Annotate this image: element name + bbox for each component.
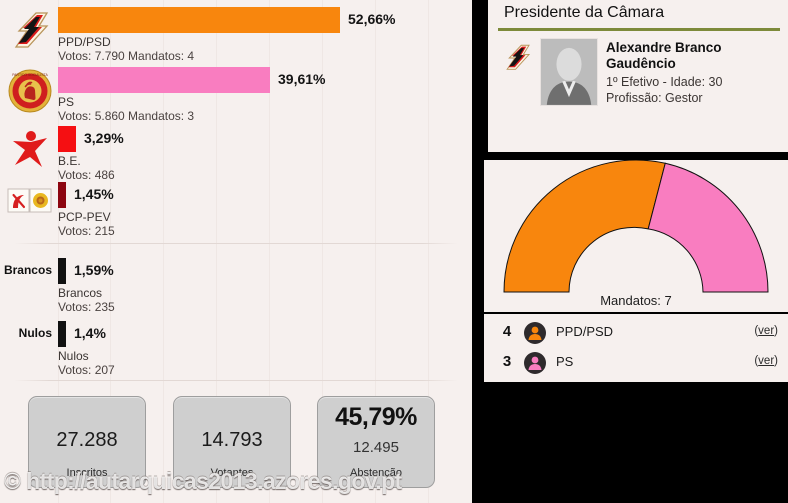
- section-divider: [14, 243, 458, 244]
- bar-label-pcppev: PCP-PEV Votos: 215: [58, 210, 115, 238]
- gridline: [322, 0, 323, 503]
- candidate-placeholder-photo: [540, 38, 598, 106]
- gridline: [216, 0, 217, 503]
- seats-list-panel: 4 PPD/PSD (ver) 3: [484, 314, 788, 382]
- mandates-gauge-chart: [503, 159, 769, 293]
- side-label-brancos: Brancos: [3, 263, 52, 277]
- be-star-logo: [6, 126, 54, 174]
- gridline: [58, 0, 59, 503]
- seat-party-ps: PS: [556, 354, 574, 369]
- bar-fill-brancos: [58, 258, 66, 284]
- ps-fist-logo: PARTIDO SOCIALISTA: [6, 67, 54, 115]
- bar-fill-ppdpsd: [58, 7, 340, 33]
- president-panel: Presidente da Câmara Alexandre Bra: [488, 0, 788, 152]
- candidate-info: Alexandre Branco Gaudêncio 1º Efetivo - …: [606, 40, 776, 106]
- seat-count-ps: 3: [502, 353, 512, 370]
- gridline: [163, 0, 164, 503]
- bar-percent-ps: 39,61%: [278, 71, 326, 87]
- party-detail-pcppev: Votos: 215: [58, 224, 115, 238]
- stat-box-inscritos[interactable]: 27.288 Inscritos: [28, 396, 146, 488]
- bar-label-be: B.E. Votos: 486: [58, 154, 115, 182]
- bar-fill-pcppev: [58, 182, 66, 208]
- ppdpsd-arrow-logo: [6, 7, 54, 55]
- gridline: [428, 0, 429, 503]
- stats-divider: [14, 380, 458, 381]
- person-icon: [524, 322, 546, 344]
- party-name-pcppev: PCP-PEV: [58, 210, 111, 224]
- label-name-brancos: Brancos: [58, 286, 103, 300]
- gridline: [110, 0, 111, 503]
- bar-label-ps: PS Votos: 5.860 Mandatos: 3: [58, 95, 194, 123]
- party-detail-ppdpsd: Votos: 7.790 Mandatos: 4: [58, 49, 195, 63]
- results-chart-panel: 52,66% PPD/PSD Votos: 7.790 Mandatos: 4 …: [0, 0, 472, 503]
- seat-row-ps[interactable]: 3 PS (ver): [484, 348, 788, 378]
- bar-percent-brancos: 1,59%: [74, 262, 114, 278]
- candidate-name: Alexandre Branco Gaudêncio: [606, 40, 722, 71]
- bar-percent-ppdpsd: 52,66%: [348, 11, 396, 27]
- stat-box-abstencao[interactable]: 45,79% 12.495 Abstenção: [317, 396, 435, 488]
- ppdpsd-arrow-logo: [500, 40, 534, 76]
- seat-party-ppdpsd: PPD/PSD: [556, 324, 614, 339]
- candidate-profession: Profissão: Gestor: [606, 91, 703, 105]
- stat-caption-votantes: Votantes: [210, 467, 254, 479]
- bar-fill-nulos: [58, 321, 66, 347]
- seat-row-ppdpsd[interactable]: 4 PPD/PSD (ver): [484, 318, 788, 348]
- mandates-gauge-panel: Mandatos: 7: [484, 159, 788, 312]
- stat-caption-inscritos: Inscritos: [66, 467, 108, 479]
- stat-value-abstencao: 12.495: [353, 439, 399, 456]
- person-icon: [524, 352, 546, 374]
- side-label-nulos: Nulos: [18, 326, 52, 340]
- stat-value-votantes: 14.793: [201, 429, 263, 451]
- bar-label-nulos: Nulos Votos: 207: [58, 349, 115, 377]
- stat-box-votantes[interactable]: 14.793 Votantes: [173, 396, 291, 488]
- ver-link-text[interactable]: ver: [758, 355, 775, 367]
- president-panel-title: Presidente da Câmara: [504, 4, 665, 21]
- gridline: [375, 0, 376, 503]
- party-detail-be: Votos: 486: [58, 168, 115, 182]
- bar-fill-be: [58, 126, 76, 152]
- bar-percent-be: 3,29%: [84, 130, 124, 146]
- seat-count-ppdpsd: 4: [502, 323, 512, 340]
- gridline: [269, 0, 270, 503]
- party-name-ppdpsd: PPD/PSD: [58, 35, 111, 49]
- right-column: Presidente da Câmara Alexandre Bra: [472, 0, 788, 503]
- party-name-be: B.E.: [58, 154, 81, 168]
- stat-value-inscritos: 27.288: [56, 429, 118, 451]
- gauge-caption: Mandatos: 7: [600, 293, 672, 308]
- seat-ver-link-ppdpsd[interactable]: (ver): [754, 325, 778, 337]
- party-name-ps: PS: [58, 95, 75, 109]
- bar-label-ppdpsd: PPD/PSD Votos: 7.790 Mandatos: 4: [58, 35, 194, 63]
- ver-link-text[interactable]: ver: [758, 325, 775, 337]
- label-name-nulos: Nulos: [58, 349, 89, 363]
- party-detail-ps: Votos: 5.860 Mandatos: 3: [58, 109, 195, 123]
- pcppev-hammer-sickle-sunflower-logo: [6, 186, 54, 234]
- svg-text:PARTIDO SOCIALISTA: PARTIDO SOCIALISTA: [12, 73, 48, 77]
- stat-percent-abstencao: 45,79%: [335, 403, 417, 431]
- bar-percent-nulos: 1,4%: [74, 325, 106, 341]
- bar-fill-ps: [58, 67, 270, 93]
- label-detail-nulos: Votos: 207: [58, 363, 115, 377]
- stat-caption-abstencao: Abstenção: [350, 467, 402, 479]
- title-underline: [498, 28, 780, 31]
- seat-ver-link-ps[interactable]: (ver): [754, 355, 778, 367]
- bar-label-brancos: Brancos Votos: 235: [58, 286, 115, 314]
- bar-percent-pcppev: 1,45%: [74, 186, 114, 202]
- candidate-role: 1º Efetivo - Idade: 30: [606, 75, 723, 89]
- label-detail-brancos: Votos: 235: [58, 300, 115, 314]
